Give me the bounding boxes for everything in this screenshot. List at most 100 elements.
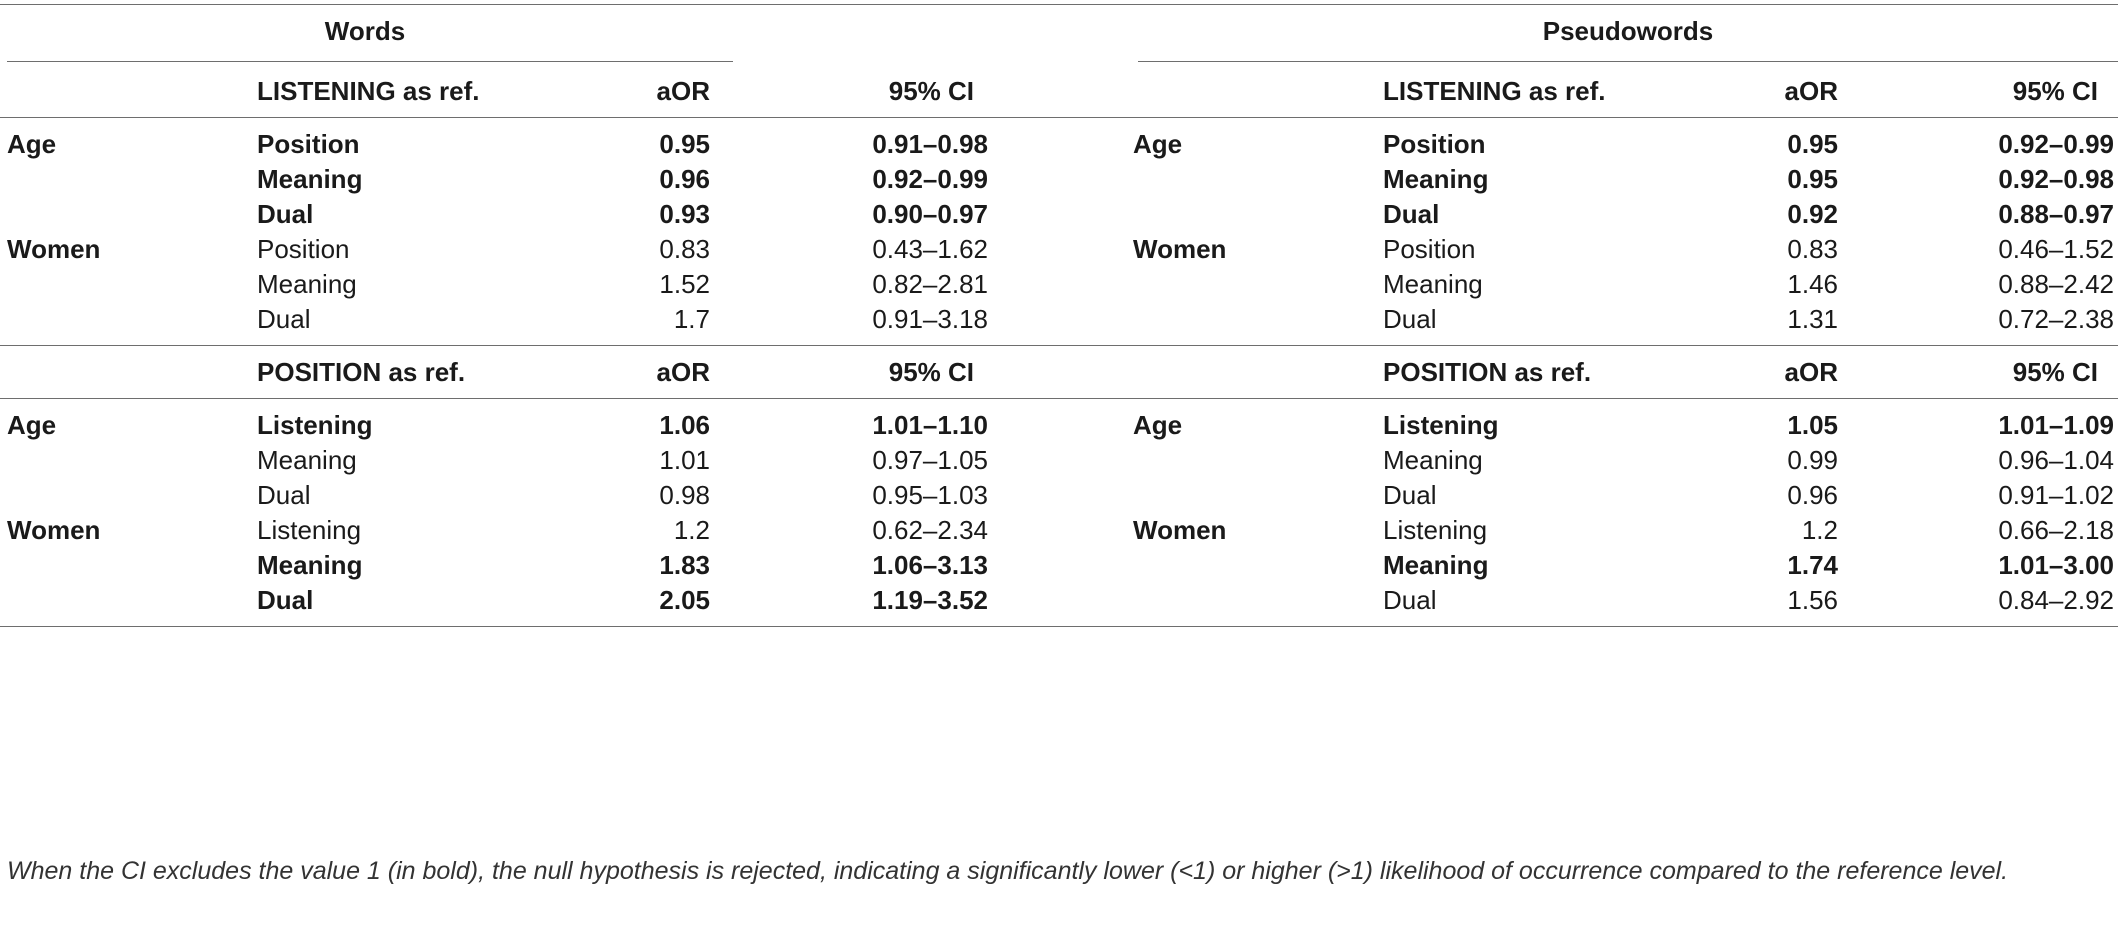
row-level-words: Meaning <box>257 164 363 194</box>
row-ci-pseudowords: 0.88–0.97 <box>1998 199 2114 229</box>
row-variable-pseudowords: Women <box>1133 234 1227 264</box>
row-ci-pseudowords: 0.92–0.99 <box>1998 129 2114 159</box>
row-aor-words: 0.95 <box>659 129 710 159</box>
row-level-words: Meaning <box>257 445 357 475</box>
row-level-pseudowords: Dual <box>1383 585 1437 615</box>
pseudowords-ci-header-2: 95% CI <box>2012 357 2098 387</box>
row-ci-pseudowords: 0.92–0.98 <box>1998 164 2114 194</box>
row-level-words: Dual <box>257 585 314 615</box>
row-ci-pseudowords: 0.66–2.18 <box>1998 515 2114 545</box>
row-level-words: Listening <box>257 410 373 440</box>
row-ci-words: 0.91–0.98 <box>872 129 988 159</box>
row-variable-pseudowords: Women <box>1133 515 1227 545</box>
row-aor-pseudowords: 1.46 <box>1787 269 1838 299</box>
row-aor-words: 1.2 <box>673 515 710 545</box>
words-ref-header: LISTENING as ref. <box>257 76 480 106</box>
words-aor-header: aOR <box>656 76 710 106</box>
row-aor-words: 2.05 <box>659 585 710 615</box>
words-ci-header: 95% CI <box>888 76 974 106</box>
row-aor-pseudowords: 0.83 <box>1787 234 1838 264</box>
row-level-pseudowords: Meaning <box>1383 550 1489 580</box>
row-aor-pseudowords: 1.31 <box>1787 304 1838 334</box>
row-ci-words: 0.82–2.81 <box>872 269 988 299</box>
row-ci-pseudowords: 0.96–1.04 <box>1998 445 2114 475</box>
row-ci-pseudowords: 1.01–1.09 <box>1998 410 2114 440</box>
row-variable-words: Age <box>7 410 57 440</box>
row-level-words: Dual <box>257 199 314 229</box>
row-aor-words: 1.52 <box>659 269 710 299</box>
row-ci-words: 0.90–0.97 <box>872 199 988 229</box>
row-variable-pseudowords: Age <box>1133 410 1183 440</box>
row-aor-words: 1.01 <box>659 445 710 475</box>
row-level-words: Position <box>257 129 360 159</box>
pseudowords-aor-header-2: aOR <box>1784 357 1838 387</box>
row-level-words: Listening <box>257 515 362 545</box>
row-level-pseudowords: Meaning <box>1383 164 1489 194</box>
row-aor-words: 1.06 <box>659 410 710 440</box>
pseudowords-ref-header-2: POSITION as ref. <box>1383 357 1592 387</box>
row-level-pseudowords: Listening <box>1383 515 1488 545</box>
row-ci-words: 1.06–3.13 <box>872 550 988 580</box>
pseudowords-ci-header: 95% CI <box>2012 76 2098 106</box>
row-aor-words: 1.83 <box>659 550 710 580</box>
table-bottom-rule <box>0 626 2118 627</box>
row-level-words: Dual <box>257 304 311 334</box>
row-aor-pseudowords: 0.95 <box>1787 129 1838 159</box>
pseudowords-aor-header: aOR <box>1784 76 1838 106</box>
row-ci-words: 0.97–1.05 <box>872 445 988 475</box>
row-level-pseudowords: Dual <box>1383 480 1437 510</box>
row-ci-words: 1.01–1.10 <box>872 410 988 440</box>
row-ci-words: 0.95–1.03 <box>872 480 988 510</box>
row-level-pseudowords: Meaning <box>1383 445 1483 475</box>
row-level-pseudowords: Dual <box>1383 304 1437 334</box>
row-variable-words: Women <box>7 234 101 264</box>
table-top-rule <box>0 4 2118 5</box>
row-level-words: Dual <box>257 480 311 510</box>
row-aor-pseudowords: 1.74 <box>1787 550 1838 580</box>
row-aor-pseudowords: 1.56 <box>1787 585 1838 615</box>
group-header-pseudowords: Pseudowords <box>1542 16 1714 46</box>
row-aor-pseudowords: 1.2 <box>1801 515 1838 545</box>
pseudowords-group-rule <box>1138 61 2118 62</box>
section-2-rule <box>0 398 2118 399</box>
row-aor-pseudowords: 0.92 <box>1787 199 1838 229</box>
row-variable-words: Women <box>7 515 101 545</box>
row-aor-words: 0.93 <box>659 199 710 229</box>
row-aor-pseudowords: 0.99 <box>1787 445 1838 475</box>
row-variable-pseudowords: Age <box>1133 129 1183 159</box>
row-aor-words: 0.83 <box>659 234 710 264</box>
row-aor-words: 0.96 <box>659 164 710 194</box>
row-ci-words: 0.62–2.34 <box>872 515 988 545</box>
section-1-rule <box>0 117 2118 118</box>
row-ci-pseudowords: 0.46–1.52 <box>1998 234 2114 264</box>
row-ci-pseudowords: 0.84–2.92 <box>1998 585 2114 615</box>
row-ci-pseudowords: 1.01–3.00 <box>1998 550 2114 580</box>
words-ci-header-2: 95% CI <box>888 357 974 387</box>
row-level-pseudowords: Position <box>1383 234 1476 264</box>
row-level-words: Position <box>257 234 350 264</box>
row-aor-words: 1.7 <box>673 304 710 334</box>
row-ci-words: 0.92–0.99 <box>872 164 988 194</box>
row-level-pseudowords: Listening <box>1383 410 1499 440</box>
group-header-words: Words <box>324 16 406 46</box>
row-level-pseudowords: Dual <box>1383 199 1440 229</box>
section-separator-rule <box>0 345 2118 346</box>
words-aor-header-2: aOR <box>656 357 710 387</box>
row-level-pseudowords: Position <box>1383 129 1486 159</box>
row-level-words: Meaning <box>257 269 357 299</box>
row-ci-words: 0.43–1.62 <box>872 234 988 264</box>
pseudowords-ref-header: LISTENING as ref. <box>1383 76 1606 106</box>
row-aor-pseudowords: 0.95 <box>1787 164 1838 194</box>
row-ci-words: 0.91–3.18 <box>872 304 988 334</box>
row-ci-pseudowords: 0.72–2.38 <box>1998 304 2114 334</box>
table-footnote: When the CI excludes the value 1 (in bol… <box>7 857 2009 885</box>
row-aor-words: 0.98 <box>659 480 710 510</box>
words-group-rule <box>7 61 733 62</box>
row-level-words: Meaning <box>257 550 363 580</box>
row-aor-pseudowords: 1.05 <box>1787 410 1838 440</box>
row-ci-words: 1.19–3.52 <box>872 585 988 615</box>
row-aor-pseudowords: 0.96 <box>1787 480 1838 510</box>
row-level-pseudowords: Meaning <box>1383 269 1483 299</box>
row-ci-pseudowords: 0.88–2.42 <box>1998 269 2114 299</box>
row-ci-pseudowords: 0.91–1.02 <box>1998 480 2114 510</box>
